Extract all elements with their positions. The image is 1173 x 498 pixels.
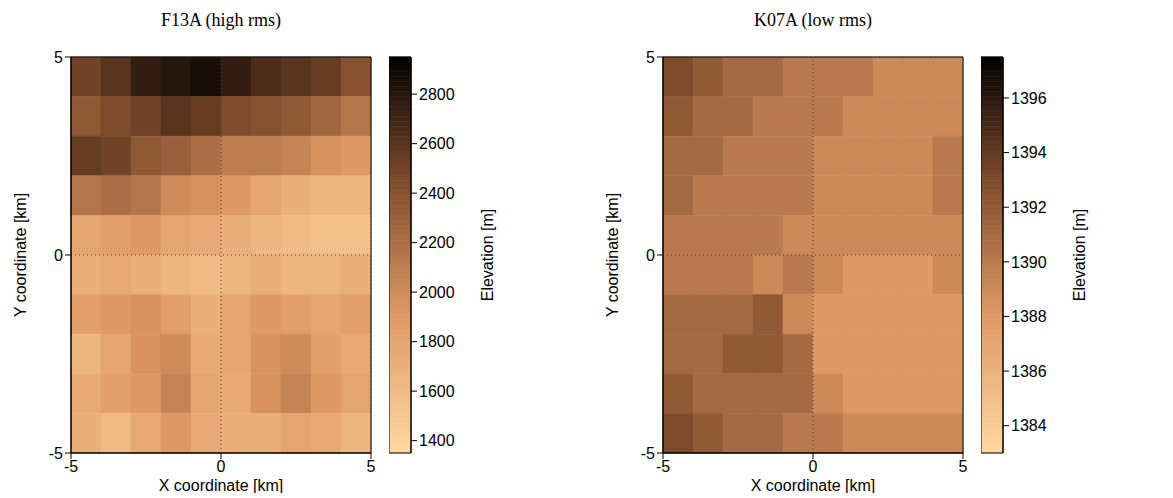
svg-text:2000: 2000 bbox=[419, 284, 455, 301]
svg-text:-5: -5 bbox=[641, 445, 655, 462]
svg-text:-5: -5 bbox=[64, 458, 78, 475]
svg-text:Elevation [m]: Elevation [m] bbox=[1071, 209, 1088, 301]
svg-text:2400: 2400 bbox=[419, 185, 455, 202]
svg-text:-5: -5 bbox=[656, 458, 670, 475]
svg-text:Elevation [m]: Elevation [m] bbox=[479, 209, 496, 301]
svg-text:1386: 1386 bbox=[1011, 363, 1047, 380]
svg-text:-5: -5 bbox=[49, 445, 63, 462]
svg-text:Y coordinate [km]: Y coordinate [km] bbox=[12, 193, 29, 317]
svg-text:1400: 1400 bbox=[419, 432, 455, 449]
svg-text:0: 0 bbox=[809, 458, 818, 475]
svg-text:5: 5 bbox=[959, 458, 968, 475]
svg-text:2800: 2800 bbox=[419, 86, 455, 103]
svg-text:1388: 1388 bbox=[1011, 308, 1047, 325]
svg-text:1392: 1392 bbox=[1011, 199, 1047, 216]
svg-text:2200: 2200 bbox=[419, 234, 455, 251]
svg-text:0: 0 bbox=[54, 247, 63, 264]
svg-text:1394: 1394 bbox=[1011, 144, 1047, 161]
svg-text:0: 0 bbox=[646, 247, 655, 264]
svg-text:5: 5 bbox=[646, 49, 655, 66]
svg-text:Y coordinate [km]: Y coordinate [km] bbox=[604, 193, 621, 317]
svg-text:X coordinate [km]: X coordinate [km] bbox=[159, 477, 284, 493]
svg-text:2600: 2600 bbox=[419, 135, 455, 152]
svg-text:1396: 1396 bbox=[1011, 90, 1047, 107]
svg-text:X coordinate [km]: X coordinate [km] bbox=[751, 477, 876, 493]
svg-text:1384: 1384 bbox=[1011, 417, 1047, 434]
html-text:K07A (low rms): K07A (low rms) bbox=[754, 10, 872, 30]
svg-text:5: 5 bbox=[367, 458, 376, 475]
svg-text:0: 0 bbox=[217, 458, 226, 475]
html-text:F13A (high rms): F13A (high rms) bbox=[161, 10, 281, 30]
svg-text:1390: 1390 bbox=[1011, 254, 1047, 271]
svg-text:1600: 1600 bbox=[419, 383, 455, 400]
svg-text:1800: 1800 bbox=[419, 333, 455, 350]
svg-text:5: 5 bbox=[54, 49, 63, 66]
